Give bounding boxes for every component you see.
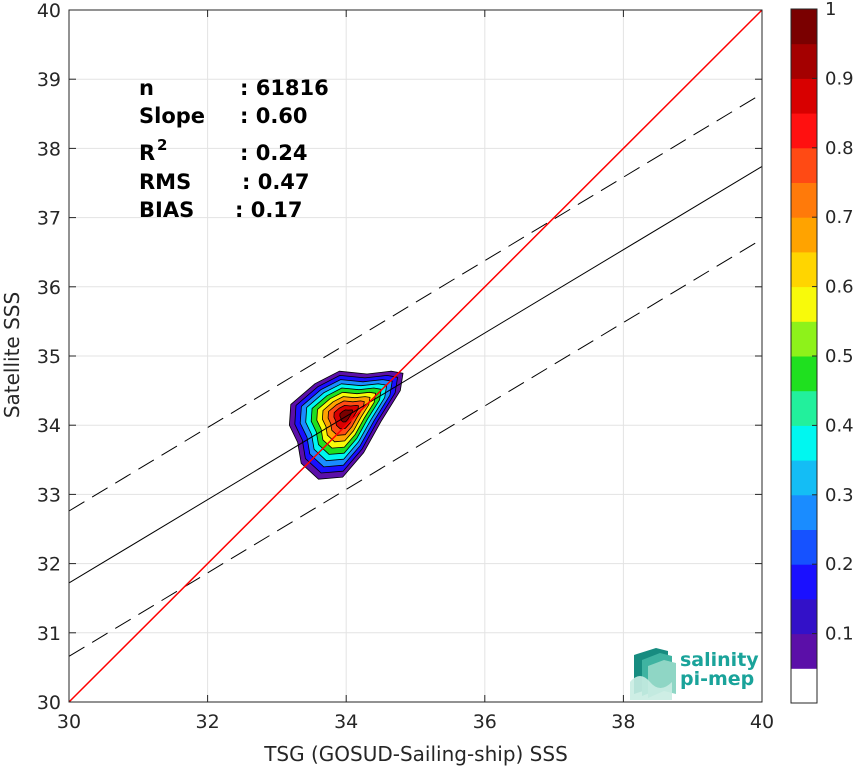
identity-line xyxy=(68,9,763,703)
colorbar-band xyxy=(791,460,817,496)
y-tick-label: 34 xyxy=(37,415,61,437)
y-axis-title: Satellite SSS xyxy=(0,292,24,418)
colorbar-band xyxy=(791,321,817,357)
x-tick-label: 30 xyxy=(57,711,81,733)
colorbar-tick-label: 0.2 xyxy=(825,554,854,575)
colorbar-band xyxy=(791,9,817,45)
colorbar-band xyxy=(791,182,817,218)
y-tick-label: 33 xyxy=(37,484,61,506)
colorbar-tick-label: 1 xyxy=(825,0,836,20)
stat-n-value: : 61816 xyxy=(240,76,329,100)
x-tick-label: 40 xyxy=(750,711,774,733)
colorbar: 0.1 0.2 0.3 0.4 0.5 0.6 0.7 0.8 0.9 1 xyxy=(790,0,854,704)
colorbar-band xyxy=(791,390,817,426)
stat-r2-value: : 0.24 xyxy=(240,141,308,165)
x-tick-label: 36 xyxy=(473,711,497,733)
colorbar-band xyxy=(791,356,817,392)
colorbar-band xyxy=(791,598,817,635)
colorbar-band xyxy=(791,113,817,149)
logo-line2: pi-mep xyxy=(680,668,754,690)
colorbar-band xyxy=(791,633,817,669)
x-tick-label: 34 xyxy=(334,711,358,733)
grid xyxy=(68,9,763,703)
colorbar-band xyxy=(791,43,817,79)
colorbar-tick-label: 0.5 xyxy=(825,346,854,367)
logo-line1: salinity xyxy=(680,649,759,671)
y-tick-label: 32 xyxy=(37,554,61,576)
axis-ticks: 30 32 34 36 38 40 30 31 32 33 34 35 36 37 38 39 40 xyxy=(37,0,774,733)
y-tick-label: 35 xyxy=(37,346,61,368)
y-tick-label: 31 xyxy=(37,623,61,645)
colorbar-band xyxy=(791,147,817,183)
colorbar-tick-label: 0.6 xyxy=(825,277,854,298)
fit-line xyxy=(68,165,763,584)
colorbar-band xyxy=(791,78,817,114)
x-tick-label: 32 xyxy=(196,711,220,733)
stat-n-label: n xyxy=(139,76,154,100)
colorbar-band xyxy=(791,529,817,565)
colorbar-band xyxy=(791,668,817,704)
y-tick-label: 39 xyxy=(37,69,61,91)
colorbar-band xyxy=(791,494,817,530)
stat-r2-label: R xyxy=(139,141,155,165)
y-tick-label: 40 xyxy=(37,0,61,22)
colorbar-tick-label: 0.4 xyxy=(825,415,854,436)
colorbar-band xyxy=(791,286,817,322)
stat-slope-label: Slope xyxy=(139,104,205,128)
regression-lines xyxy=(68,9,763,703)
colorbar-tick-label: 0.7 xyxy=(825,207,854,228)
colorbar-tick-label: 0.8 xyxy=(825,138,854,159)
stat-rms-label: RMS xyxy=(139,170,191,194)
y-tick-label: 30 xyxy=(37,692,61,714)
y-tick-label: 37 xyxy=(37,208,61,230)
colorbar-tick-label: 0.9 xyxy=(825,68,854,89)
colorbar-tick-label: 0.1 xyxy=(825,624,854,645)
salinity-pimep-logo: salinity pi-mep xyxy=(630,648,759,700)
stat-bias-label: BIAS xyxy=(139,198,194,222)
waves-icon xyxy=(630,648,676,700)
colorbar-band xyxy=(791,425,817,461)
colorbar-band xyxy=(791,564,817,600)
colorbar-band xyxy=(791,251,817,288)
colorbar-band xyxy=(791,217,817,253)
stat-r2-superscript: 2 xyxy=(157,136,167,154)
stat-rms-value: : 0.47 xyxy=(242,170,310,194)
x-axis-title: TSG (GOSUD-Sailing-ship) SSS xyxy=(263,742,568,766)
y-tick-label: 38 xyxy=(37,138,61,160)
y-tick-label: 36 xyxy=(37,277,61,299)
colorbar-tick-label: 0.3 xyxy=(825,485,854,506)
stat-slope-value: : 0.60 xyxy=(240,104,308,128)
stat-bias-value: : 0.17 xyxy=(235,198,303,222)
x-tick-label: 38 xyxy=(611,711,635,733)
stats-box: n : 61816 Slope : 0.60 R 2 : 0.24 RMS : … xyxy=(139,76,329,222)
